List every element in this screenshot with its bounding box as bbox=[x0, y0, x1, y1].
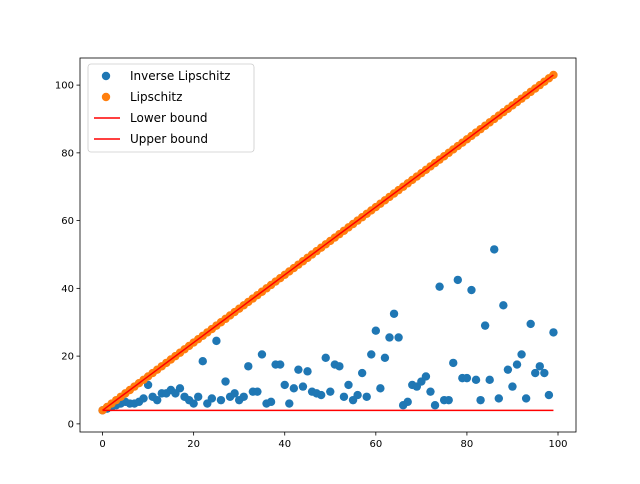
scatter-point bbox=[426, 387, 435, 396]
legend-label: Inverse Lipschitz bbox=[130, 69, 230, 83]
scatter-point bbox=[275, 360, 285, 369]
scatter-point bbox=[490, 245, 499, 254]
scatter-point bbox=[230, 389, 239, 398]
x-tick-label: 20 bbox=[187, 439, 200, 450]
scatter-point bbox=[321, 353, 330, 363]
scatter-point bbox=[253, 387, 262, 396]
scatter-point bbox=[212, 336, 221, 346]
scatter-point bbox=[531, 368, 540, 378]
scatter-point bbox=[316, 390, 326, 400]
scatter-point bbox=[198, 356, 207, 366]
scatter-point bbox=[193, 392, 203, 401]
scatter-point bbox=[257, 350, 267, 359]
scatter-point bbox=[207, 394, 217, 403]
scatter-point bbox=[189, 399, 198, 408]
scatter-point bbox=[467, 285, 476, 295]
scatter-point bbox=[394, 333, 403, 342]
scatter-point bbox=[476, 395, 485, 405]
scatter-point bbox=[499, 301, 508, 310]
scatter-point bbox=[244, 362, 253, 371]
plot-frame bbox=[79, 57, 577, 433]
scatter-point bbox=[526, 319, 535, 329]
legend-marker bbox=[101, 92, 111, 102]
y-tick-label: 40 bbox=[61, 284, 74, 295]
scatter-point bbox=[362, 392, 371, 401]
scatter-point bbox=[385, 333, 394, 342]
scatter-point bbox=[357, 368, 367, 378]
y-tick-label: 20 bbox=[61, 352, 74, 363]
scatter-point bbox=[266, 397, 276, 407]
scatter-point bbox=[549, 328, 558, 337]
scatter-point bbox=[403, 397, 412, 407]
scatter-point bbox=[175, 384, 185, 393]
scatter-point bbox=[153, 395, 162, 405]
scatter-point bbox=[380, 353, 390, 363]
scatter-point bbox=[462, 373, 472, 383]
scatter-point bbox=[449, 358, 458, 368]
scatter-point bbox=[435, 282, 444, 291]
legend-label: Lipschitz bbox=[130, 90, 182, 104]
legend-marker bbox=[101, 71, 111, 81]
scatter-point bbox=[376, 384, 385, 393]
scatter-point bbox=[239, 392, 248, 401]
scatter-point bbox=[289, 384, 299, 393]
scatter-point bbox=[389, 309, 399, 318]
scatter-point bbox=[430, 401, 440, 410]
scatter-point bbox=[540, 368, 549, 378]
scatter-point bbox=[517, 350, 526, 359]
x-tick-label: 40 bbox=[278, 439, 291, 450]
scatter-point bbox=[494, 394, 503, 403]
scatter-point bbox=[480, 321, 490, 330]
scatter-point bbox=[471, 375, 481, 385]
scatter-point bbox=[353, 390, 362, 400]
scatter-point bbox=[485, 375, 494, 385]
scatter-point bbox=[535, 362, 544, 371]
scatter-point bbox=[326, 387, 335, 396]
scatter-point bbox=[294, 365, 303, 374]
x-tick-label: 80 bbox=[461, 439, 474, 450]
legend-label: Lower bound bbox=[130, 111, 208, 125]
y-tick-label: 60 bbox=[61, 216, 74, 227]
scatter-point bbox=[335, 362, 344, 371]
line bbox=[102, 74, 554, 411]
scatter-point bbox=[339, 392, 349, 401]
scatter-point bbox=[521, 394, 531, 403]
legend-box bbox=[87, 63, 255, 153]
x-tick-label: 60 bbox=[369, 439, 382, 450]
scatter-point bbox=[421, 372, 431, 381]
scatter-point bbox=[221, 377, 230, 386]
scatter-point bbox=[280, 380, 289, 390]
scatter-point bbox=[139, 394, 148, 403]
scatter-point bbox=[544, 390, 554, 400]
y-tick-label: 80 bbox=[61, 148, 74, 159]
scatter-point bbox=[453, 275, 463, 285]
scatter-point bbox=[298, 382, 308, 391]
scatter-point bbox=[303, 367, 312, 376]
scatter-point bbox=[503, 365, 513, 374]
scatter-point bbox=[508, 382, 517, 391]
scatter-point bbox=[371, 326, 381, 335]
scatter-point bbox=[512, 360, 522, 369]
y-tick-label: 100 bbox=[55, 81, 74, 92]
scatter-point bbox=[367, 350, 376, 359]
legend-label: Upper bound bbox=[130, 132, 208, 146]
scatter-point bbox=[444, 395, 453, 405]
scatter-point bbox=[285, 399, 294, 408]
scatter-point bbox=[216, 395, 226, 405]
scatter-point bbox=[344, 380, 353, 390]
x-tick-label: 0 bbox=[99, 439, 105, 450]
x-tick-label: 100 bbox=[548, 439, 567, 450]
y-tick-label: 0 bbox=[68, 419, 74, 430]
